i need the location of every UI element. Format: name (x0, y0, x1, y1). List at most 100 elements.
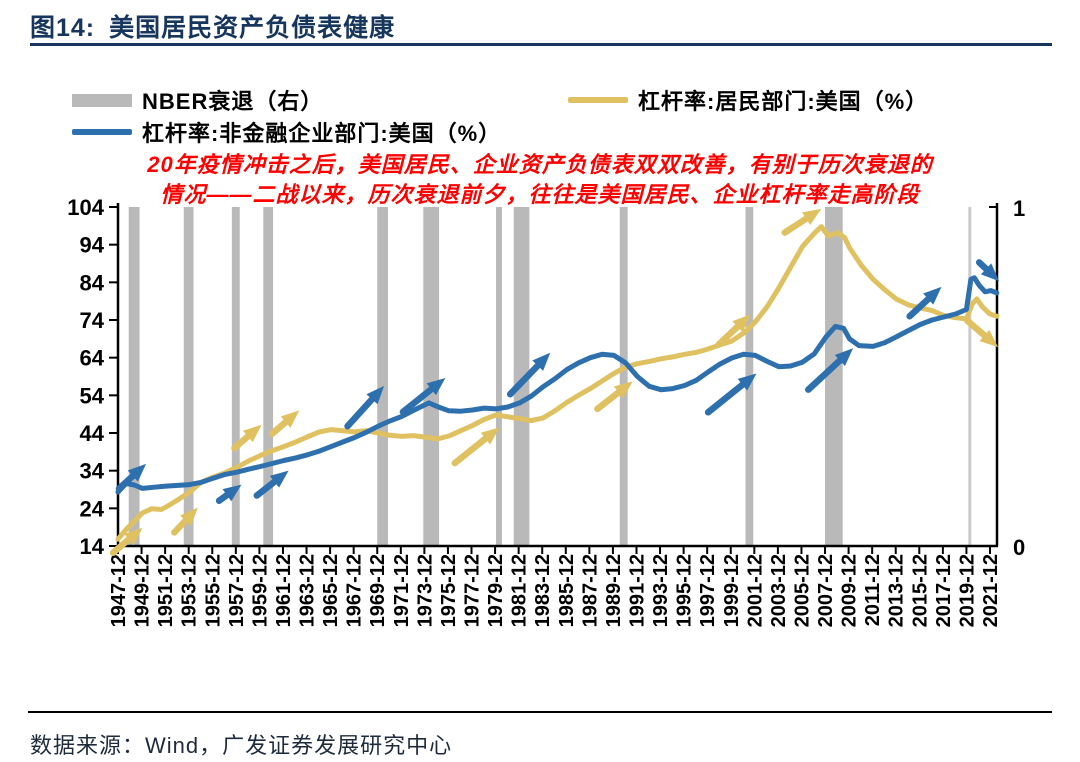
trend-arrow-head (366, 385, 385, 405)
y-tick-label: 94 (80, 233, 105, 258)
x-tick-label: 1947-12 (108, 554, 130, 627)
x-tick-label: 2019-12 (956, 554, 978, 627)
recession-band (423, 207, 440, 546)
trend-arrow-head (280, 410, 300, 428)
y-tick-label: 44 (80, 421, 105, 446)
x-tick-label: 1963-12 (297, 554, 319, 627)
trend-arrow-head (123, 527, 143, 546)
recession-band (263, 207, 274, 546)
x-tick-label: 1965-12 (320, 554, 342, 627)
corporate-leverage-line (115, 275, 1000, 495)
y-tick-label: 34 (80, 459, 105, 484)
x-tick-label: 1983-12 (532, 554, 554, 627)
trend-arrow-head (480, 427, 500, 445)
trend-arrow-head (980, 263, 1000, 282)
x-tick-label: 1977-12 (462, 554, 484, 627)
trend-arrow-head (269, 470, 289, 488)
trend-arrow-head (222, 484, 242, 502)
trend-arrow-shaft (704, 377, 751, 416)
x-tick-label: 1981-12 (509, 554, 531, 627)
x-tick-label: 1989-12 (603, 554, 625, 627)
y-tick-label: 84 (80, 270, 105, 295)
recession-band (968, 207, 972, 546)
recession-band (377, 207, 388, 546)
x-tick-label: 1969-12 (367, 554, 389, 627)
recession-band (825, 207, 843, 546)
trend-arrow-head (532, 352, 551, 371)
trend-arrow-head (834, 348, 854, 366)
recession-band (128, 207, 140, 546)
x-tick-label: 1985-12 (556, 554, 578, 627)
x-tick-label: 1987-12 (579, 554, 601, 627)
legend-label-corporate: 杠杆率:非金融企业部门:美国（%） (142, 121, 502, 146)
x-tick-label: 1979-12 (485, 554, 507, 627)
trend-arrow-shaft (399, 382, 440, 416)
x-tick-label: 2009-12 (839, 554, 861, 627)
x-tick-label: 1995-12 (674, 554, 696, 627)
corporate-line-swatch (72, 129, 132, 135)
recession-band (496, 207, 502, 546)
x-tick-label: 1953-12 (179, 554, 201, 627)
x-tick-label: 1961-12 (273, 554, 295, 627)
recession-band (513, 207, 530, 546)
recession-band (183, 207, 194, 546)
x-tick-label: 1973-12 (414, 554, 436, 627)
y-tick-label: 104 (67, 195, 104, 220)
x-tick-label: 2001-12 (744, 554, 766, 627)
data-source: 数据来源：Wind，广发证券发展研究中心 (30, 733, 453, 758)
x-tick-label: 2021-12 (980, 554, 1002, 627)
trend-arrow-head (180, 507, 198, 526)
y-tick-label: 64 (80, 346, 105, 371)
trend-arrow-shaft (344, 391, 380, 430)
x-tick-label: 2017-12 (933, 554, 955, 627)
trend-arrow-head (979, 329, 999, 348)
figure-number: 图14: (30, 14, 96, 42)
x-tick-label: 2015-12 (909, 554, 931, 627)
legend-label-nber: NBER衰退（右） (142, 89, 324, 114)
trend-arrow-shaft (506, 358, 546, 398)
recession-band (231, 207, 240, 546)
y2-tick-label: 0 (1013, 535, 1025, 560)
legend-label-household: 杠杆率:居民部门:美国（%） (638, 89, 929, 114)
x-tick-label: 1949-12 (132, 554, 154, 627)
household-line-swatch (568, 97, 628, 103)
trend-arrow-head (613, 381, 633, 399)
x-tick-label: 1993-12 (650, 554, 672, 627)
household-leverage-line (115, 224, 1000, 542)
y-tick-label: 14 (80, 534, 105, 559)
trend-arrow-head (732, 314, 751, 333)
annotation-line-2: 情况——二战以来，历次衰退前夕，往往是美国居民、企业杠杆率走高阶段 (160, 182, 920, 207)
recession-band-swatch (72, 93, 132, 107)
x-tick-label: 1991-12 (626, 554, 648, 627)
y-tick-label: 74 (80, 308, 105, 333)
x-tick-label: 1999-12 (721, 554, 743, 627)
x-tick-label: 1997-12 (697, 554, 719, 627)
figure-title-text: 美国居民资产负债表健康 (109, 14, 396, 42)
x-tick-label: 2003-12 (768, 554, 790, 627)
trend-arrow-head (923, 286, 942, 305)
y-tick-label: 24 (80, 496, 105, 521)
y-tick-label: 54 (80, 383, 105, 408)
trend-arrow-head (127, 463, 147, 482)
footer-divider (28, 711, 1052, 713)
trend-arrow-head (737, 373, 757, 391)
x-tick-label: 1955-12 (202, 554, 224, 627)
trend-arrow-head (802, 208, 822, 225)
legend-item-nber-recession: NBER衰退（右） (72, 84, 323, 116)
x-tick-label: 1957-12 (226, 554, 248, 627)
figure-title: 图14: 美国居民资产负债表健康 (30, 8, 1050, 44)
x-tick-label: 2007-12 (815, 554, 837, 627)
x-tick-label: 1967-12 (344, 554, 366, 627)
trend-arrow-head (242, 424, 262, 443)
trend-arrow-head (426, 378, 446, 396)
trend-arrow-shaft (805, 353, 848, 393)
x-tick-label: 1959-12 (249, 554, 271, 627)
legend-item-corporate-leverage: 杠杆率:非金融企业部门:美国（%） (72, 116, 501, 148)
title-divider (30, 43, 1052, 46)
x-tick-label: 2013-12 (886, 554, 908, 627)
x-tick-label: 2011-12 (862, 554, 884, 626)
x-tick-label: 1971-12 (391, 554, 413, 627)
x-tick-label: 1951-12 (155, 554, 177, 627)
